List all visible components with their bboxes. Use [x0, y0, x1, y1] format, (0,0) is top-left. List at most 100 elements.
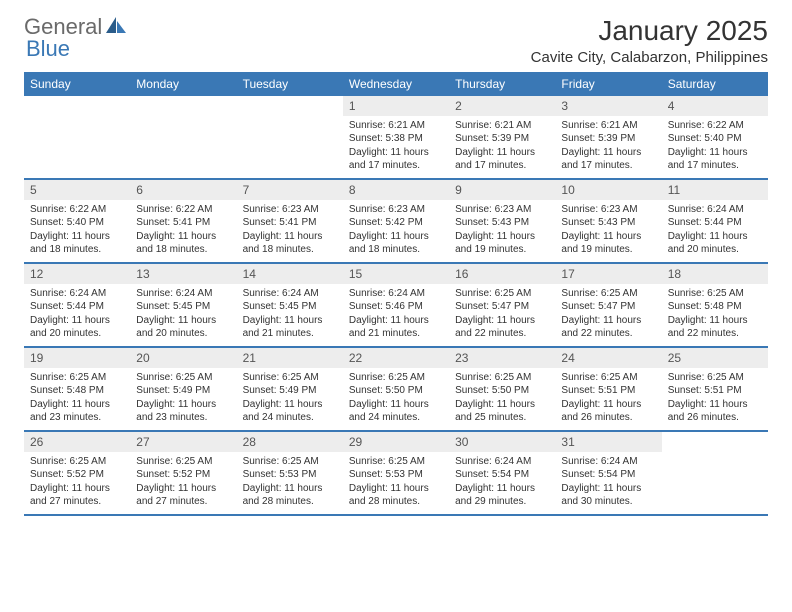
sunrise-text: Sunrise: 6:25 AM — [349, 455, 443, 469]
sunrise-text: Sunrise: 6:24 AM — [243, 287, 337, 301]
day-detail: Sunrise: 6:23 AMSunset: 5:43 PMDaylight:… — [555, 200, 661, 262]
sunset-text: Sunset: 5:52 PM — [136, 468, 230, 482]
daylight-text: Daylight: 11 hours and 23 minutes. — [30, 398, 124, 425]
sunset-text: Sunset: 5:47 PM — [455, 300, 549, 314]
calendar-cell: 2Sunrise: 6:21 AMSunset: 5:39 PMDaylight… — [449, 96, 555, 178]
day-detail: Sunrise: 6:24 AMSunset: 5:54 PMDaylight:… — [449, 452, 555, 514]
day-detail: Sunrise: 6:24 AMSunset: 5:54 PMDaylight:… — [555, 452, 661, 514]
sunrise-text: Sunrise: 6:25 AM — [243, 455, 337, 469]
calendar-cell: 20 Sunrise: 6:25 AMSunset: 5:49 PMDayligh… — [130, 348, 236, 430]
sunrise-text: Sunrise: 6:25 AM — [243, 371, 337, 385]
sunset-text: Sunset: 5:41 PM — [136, 216, 230, 230]
calendar-cell: 18Sunrise: 6:25 AMSunset: 5:48 PMDayligh… — [662, 264, 768, 346]
sunrise-text: Sunrise: 6:25 AM — [30, 371, 124, 385]
daylight-text: Daylight: 11 hours and 25 minutes. — [455, 398, 549, 425]
logo-word1: General — [24, 16, 102, 38]
daylight-text: Daylight: 11 hours and 27 minutes. — [136, 482, 230, 509]
day-header-saturday: Saturday — [662, 72, 768, 96]
calendar-cell: 16Sunrise: 6:25 AMSunset: 5:47 PMDayligh… — [449, 264, 555, 346]
sunset-text: Sunset: 5:54 PM — [455, 468, 549, 482]
day-header-friday: Friday — [555, 72, 661, 96]
day-number: 13 — [130, 264, 236, 284]
sunrise-text: Sunrise: 6:23 AM — [561, 203, 655, 217]
day-number: 16 — [449, 264, 555, 284]
day-detail: Sunrise: 6:25 AMSunset: 5:47 PMDaylight:… — [555, 284, 661, 346]
sunset-text: Sunset: 5:50 PM — [455, 384, 549, 398]
day-number: 21 — [237, 348, 343, 368]
sunset-text: Sunset: 5:51 PM — [668, 384, 762, 398]
sunset-text: Sunset: 5:38 PM — [349, 132, 443, 146]
day-number: 11 — [662, 180, 768, 200]
sail-icon — [106, 17, 128, 38]
calendar-cell: 3Sunrise: 6:21 AMSunset: 5:39 PMDaylight… — [555, 96, 661, 178]
day-header-monday: Monday — [130, 72, 236, 96]
daylight-text: Daylight: 11 hours and 28 minutes. — [349, 482, 443, 509]
day-detail: Sunrise: 6:25 AMSunset: 5:48 PMDaylight:… — [662, 284, 768, 346]
day-detail: Sunrise: 6:21 AMSunset: 5:39 PMDaylight:… — [555, 116, 661, 178]
sunset-text: Sunset: 5:39 PM — [561, 132, 655, 146]
daylight-text: Daylight: 11 hours and 28 minutes. — [243, 482, 337, 509]
logo-text-block: General Blue — [24, 16, 128, 60]
day-detail: Sunrise: 6:23 AMSunset: 5:41 PMDaylight:… — [237, 200, 343, 262]
calendar-cell — [130, 96, 236, 178]
calendar-cell: 27Sunrise: 6:25 AMSunset: 5:52 PMDayligh… — [130, 432, 236, 514]
day-number: 25 — [662, 348, 768, 368]
day-number: 18 — [662, 264, 768, 284]
day-detail: Sunrise: 6:23 AMSunset: 5:43 PMDaylight:… — [449, 200, 555, 262]
sunrise-text: Sunrise: 6:25 AM — [349, 371, 443, 385]
month-title: January 2025 — [531, 16, 768, 47]
day-number — [130, 96, 236, 102]
title-block: January 2025 Cavite City, Calabarzon, Ph… — [531, 16, 768, 66]
calendar-cell: 28Sunrise: 6:25 AMSunset: 5:53 PMDayligh… — [237, 432, 343, 514]
calendar-cell: 9Sunrise: 6:23 AMSunset: 5:43 PMDaylight… — [449, 180, 555, 262]
sunset-text: Sunset: 5:52 PM — [30, 468, 124, 482]
sunset-text: Sunset: 5:41 PM — [243, 216, 337, 230]
sunrise-text: Sunrise: 6:25 AM — [136, 455, 230, 469]
calendar-cell: 14Sunrise: 6:24 AMSunset: 5:45 PMDayligh… — [237, 264, 343, 346]
day-detail: Sunrise: 6:25 AMSunset: 5:50 PMDaylight:… — [449, 368, 555, 430]
sunset-text: Sunset: 5:43 PM — [561, 216, 655, 230]
calendar-week: 12Sunrise: 6:24 AMSunset: 5:44 PMDayligh… — [24, 264, 768, 348]
daylight-text: Daylight: 11 hours and 29 minutes. — [455, 482, 549, 509]
daylight-text: Daylight: 11 hours and 24 minutes. — [243, 398, 337, 425]
sunset-text: Sunset: 5:44 PM — [30, 300, 124, 314]
day-number: 23 — [449, 348, 555, 368]
sunset-text: Sunset: 5:54 PM — [561, 468, 655, 482]
sunset-text: Sunset: 5:51 PM — [561, 384, 655, 398]
day-number: 4 — [662, 96, 768, 116]
daylight-text: Daylight: 11 hours and 18 minutes. — [30, 230, 124, 257]
daylight-text: Daylight: 11 hours and 23 minutes. — [136, 398, 230, 425]
calendar-cell: 29Sunrise: 6:25 AMSunset: 5:53 PMDayligh… — [343, 432, 449, 514]
calendar-cell — [662, 432, 768, 514]
day-detail: Sunrise: 6:24 AMSunset: 5:44 PMDaylight:… — [662, 200, 768, 262]
sunrise-text: Sunrise: 6:24 AM — [136, 287, 230, 301]
sunrise-text: Sunrise: 6:25 AM — [455, 371, 549, 385]
daylight-text: Daylight: 11 hours and 20 minutes. — [136, 314, 230, 341]
sunrise-text: Sunrise: 6:24 AM — [30, 287, 124, 301]
daylight-text: Daylight: 11 hours and 24 minutes. — [349, 398, 443, 425]
day-number: 2 — [449, 96, 555, 116]
day-number: 20 — [130, 348, 236, 368]
sunset-text: Sunset: 5:53 PM — [243, 468, 337, 482]
day-detail: Sunrise: 6:25 AMSunset: 5:53 PMDaylight:… — [237, 452, 343, 514]
sunrise-text: Sunrise: 6:25 AM — [455, 287, 549, 301]
calendar: Sunday Monday Tuesday Wednesday Thursday… — [24, 72, 768, 516]
day-detail: Sunrise: 6:24 AMSunset: 5:45 PMDaylight:… — [237, 284, 343, 346]
sunrise-text: Sunrise: 6:22 AM — [668, 119, 762, 133]
day-detail: Sunrise: 6:21 AMSunset: 5:38 PMDaylight:… — [343, 116, 449, 178]
calendar-cell: 15Sunrise: 6:24 AMSunset: 5:46 PMDayligh… — [343, 264, 449, 346]
daylight-text: Daylight: 11 hours and 20 minutes. — [668, 230, 762, 257]
sunset-text: Sunset: 5:49 PM — [136, 384, 230, 398]
day-header-wednesday: Wednesday — [343, 72, 449, 96]
calendar-cell — [24, 96, 130, 178]
day-detail: Sunrise: 6:23 AMSunset: 5:42 PMDaylight:… — [343, 200, 449, 262]
sunset-text: Sunset: 5:42 PM — [349, 216, 443, 230]
sunset-text: Sunset: 5:48 PM — [30, 384, 124, 398]
day-number: 12 — [24, 264, 130, 284]
sunset-text: Sunset: 5:48 PM — [668, 300, 762, 314]
calendar-cell: 5Sunrise: 6:22 AMSunset: 5:40 PMDaylight… — [24, 180, 130, 262]
day-number: 7 — [237, 180, 343, 200]
sunset-text: Sunset: 5:40 PM — [668, 132, 762, 146]
sunrise-text: Sunrise: 6:25 AM — [136, 371, 230, 385]
daylight-text: Daylight: 11 hours and 22 minutes. — [561, 314, 655, 341]
